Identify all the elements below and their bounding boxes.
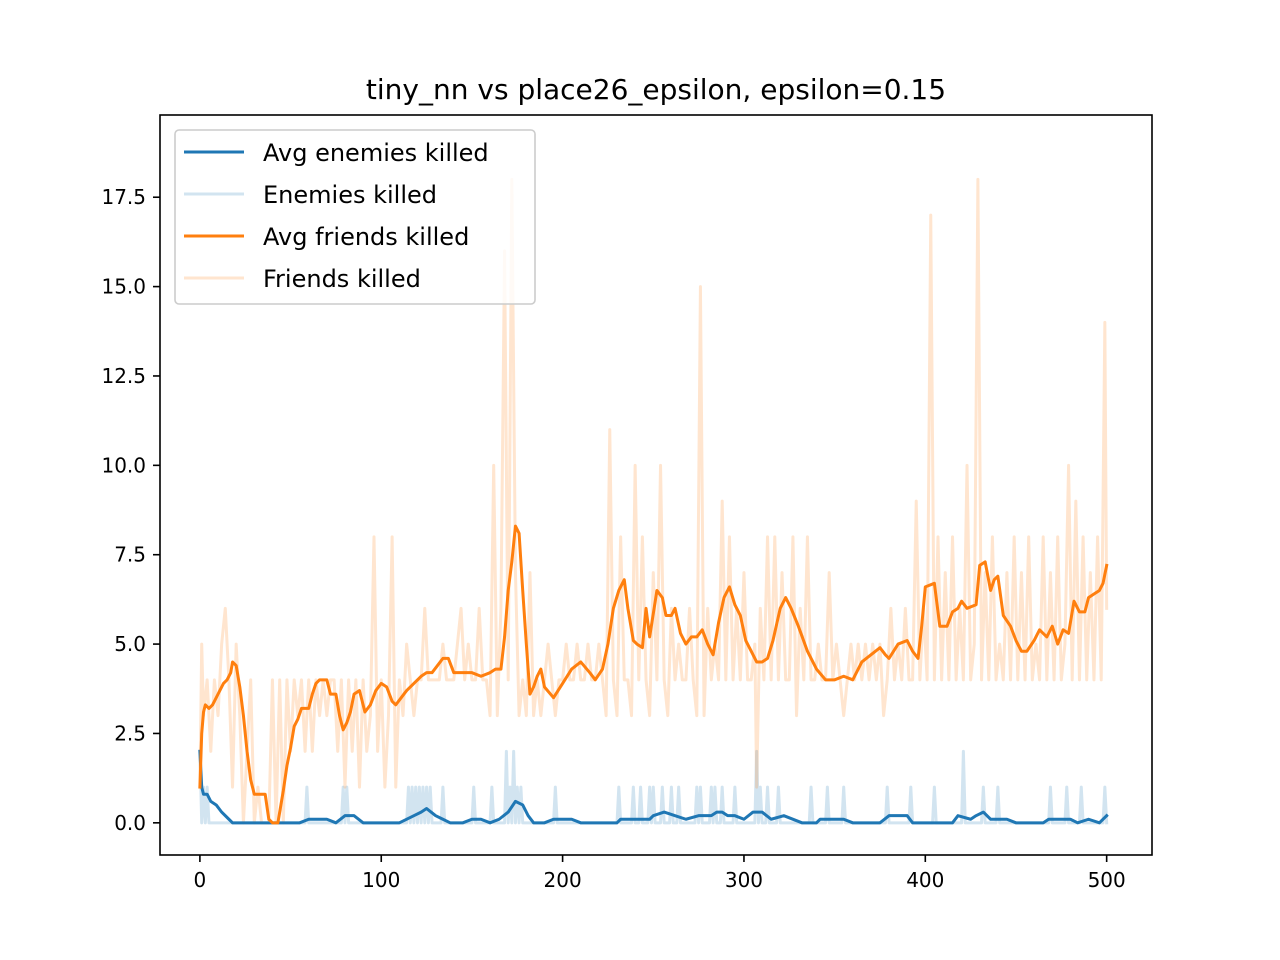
x-tick-label: 500 xyxy=(1088,868,1126,892)
y-tick-label: 15.0 xyxy=(101,275,146,299)
plot-frame xyxy=(159,114,1153,856)
y-tick-label: 12.5 xyxy=(101,364,146,388)
x-tick-label: 300 xyxy=(725,868,763,892)
legend-label: Avg enemies killed xyxy=(263,139,489,167)
y-tick-label: 7.5 xyxy=(114,543,146,567)
legend-label: Friends killed xyxy=(263,265,421,293)
x-tick-label: 400 xyxy=(906,868,944,892)
ticks-layer: 0 100 200 300 400 500 0.0 2.5 5.0 7.5 10.0 12.5 15.0… xyxy=(101,185,1125,892)
legend: Avg enemies killed Enemies killed Avg frie… xyxy=(174,129,536,305)
x-tick-label: 100 xyxy=(362,868,400,892)
x-tick-label: 200 xyxy=(544,868,582,892)
y-tick-label: 0.0 xyxy=(114,811,146,835)
legend-label: Enemies killed xyxy=(263,181,437,209)
y-tick-label: 17.5 xyxy=(101,185,146,209)
chart-title: tiny_nn vs place26_epsilon, epsilon=0.15 xyxy=(366,73,946,106)
legend-box xyxy=(174,129,536,305)
series-line-avg-friends-killed xyxy=(198,524,1109,825)
x-tick-label: 0 xyxy=(194,868,207,892)
series-line-friends-killed xyxy=(198,177,1109,825)
y-tick-label: 2.5 xyxy=(114,721,146,745)
series-layer xyxy=(198,177,1109,825)
y-tick-label: 10.0 xyxy=(101,453,146,477)
y-tick-label: 5.0 xyxy=(114,632,146,656)
series-line-avg-enemies-killed xyxy=(198,749,1109,825)
legend-label: Avg friends killed xyxy=(263,223,469,251)
